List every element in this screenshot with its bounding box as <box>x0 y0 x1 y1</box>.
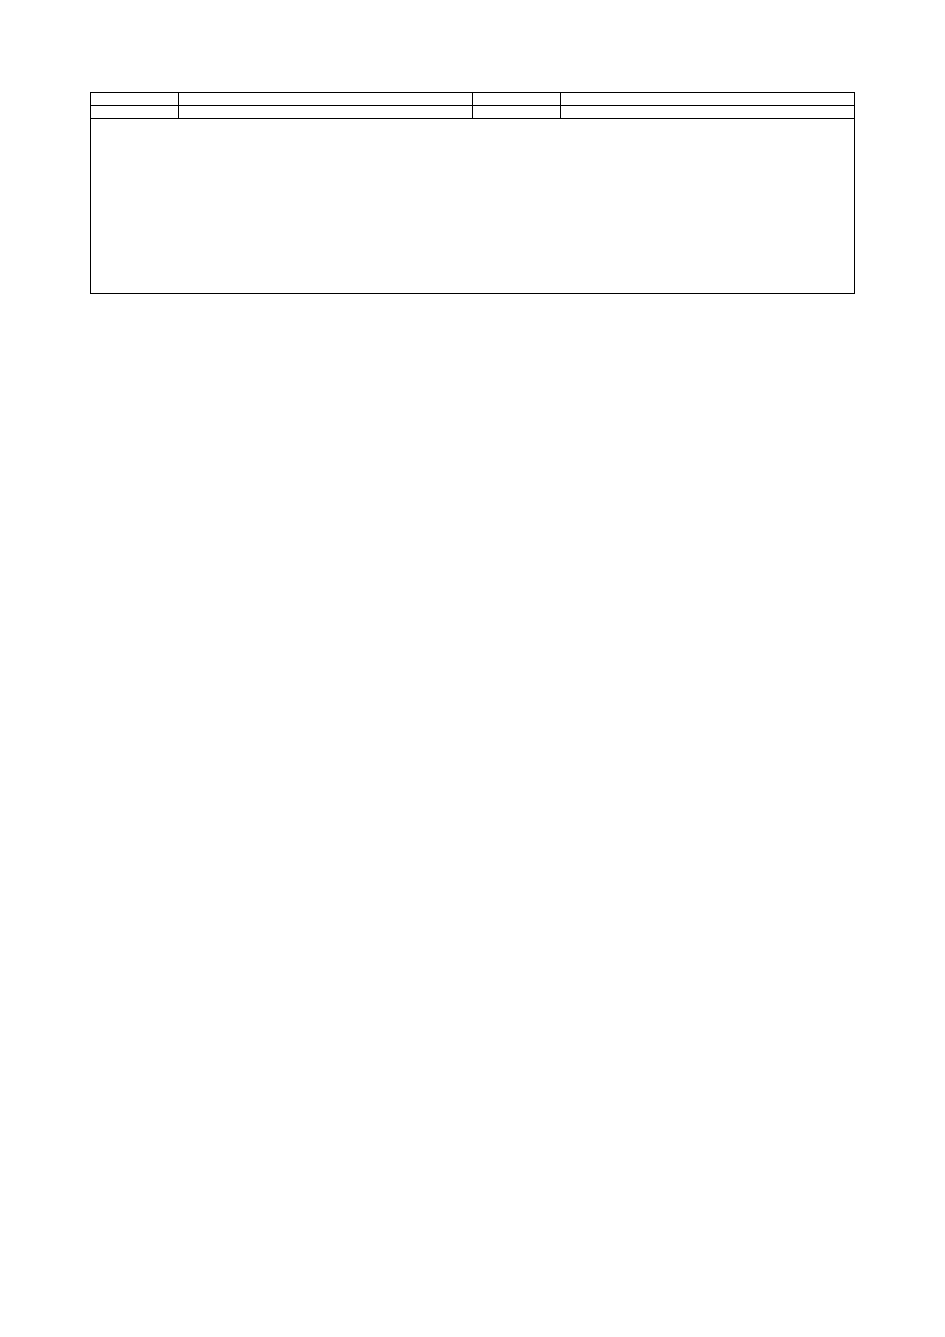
part-label <box>91 106 179 119</box>
time-label <box>473 106 561 119</box>
cad-diagram <box>323 129 623 279</box>
part-value <box>179 106 473 119</box>
header-table <box>90 92 855 119</box>
unit-label <box>473 93 561 106</box>
content-body <box>90 119 855 294</box>
unit-value <box>561 93 855 106</box>
project-value <box>179 93 473 106</box>
project-label <box>91 93 179 106</box>
time-value <box>561 106 855 119</box>
